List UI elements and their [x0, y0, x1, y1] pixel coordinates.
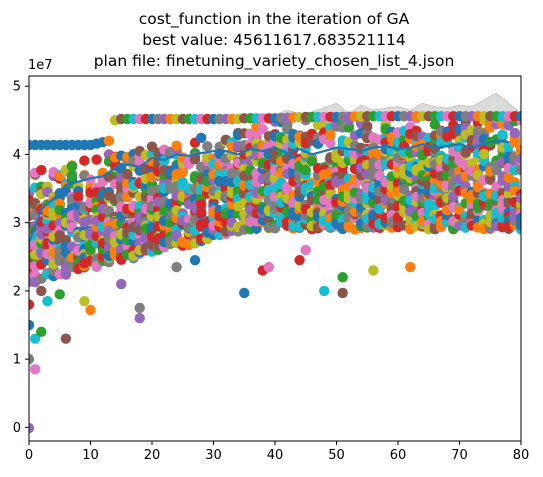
x-tick-label: 80: [513, 448, 530, 463]
chart-title-line-1: cost_function in the iteration of GA: [139, 10, 410, 29]
population-point: [325, 129, 336, 140]
population-point: [478, 148, 490, 160]
outlier-point: [171, 261, 182, 273]
outlier-point: [79, 295, 90, 307]
x-tick-label: 10: [82, 448, 99, 463]
outlier-point: [368, 265, 379, 276]
outlier-point: [29, 333, 41, 344]
y-tick-label: 2: [13, 284, 21, 299]
y-tick-label: 0: [13, 421, 21, 436]
population-point: [515, 144, 521, 155]
outlier-point: [189, 255, 201, 266]
outlier-point: [337, 272, 348, 283]
population-point: [177, 166, 188, 178]
best-point: [515, 111, 521, 122]
outlier-point: [134, 312, 145, 324]
population-point: [66, 171, 78, 182]
population-point: [196, 132, 207, 144]
best-point: [103, 135, 115, 147]
y-tick-label: 1: [13, 353, 21, 368]
outlier-point: [29, 422, 35, 434]
outlier-point: [319, 285, 330, 297]
outlier-point: [29, 319, 35, 331]
outlier-point: [337, 287, 348, 299]
x-tick-label: 60: [390, 448, 407, 463]
outlier-point: [29, 299, 35, 310]
x-tick-label: 70: [451, 448, 468, 463]
population-point: [491, 164, 502, 176]
population-point: [398, 183, 410, 195]
population-point: [515, 153, 521, 164]
population-point: [79, 155, 90, 166]
chart-title-line-3: plan file: finetuning_variety_chosen_lis…: [94, 52, 455, 71]
outlier-point: [36, 285, 47, 297]
population-point: [73, 191, 84, 202]
x-tick-label: 20: [144, 448, 161, 463]
population-point: [485, 174, 496, 185]
x-tick-label: 0: [25, 448, 33, 463]
population-point: [509, 137, 521, 148]
chart-title-line-2: best value: 45611617.683521114: [142, 31, 406, 49]
y-tick-label: 5: [13, 80, 21, 95]
population-point: [325, 137, 336, 149]
outlier-point: [29, 353, 35, 365]
outlier-point: [29, 364, 41, 375]
y-offset-label: 1e7: [28, 58, 53, 73]
y-tick-label: 4: [13, 148, 21, 163]
population-point: [257, 123, 268, 135]
mean-line: [29, 139, 509, 244]
population-point: [515, 220, 521, 231]
outlier-point: [134, 302, 145, 314]
population-point: [515, 212, 521, 224]
outlier-point: [85, 304, 96, 316]
x-tick-label: 50: [328, 448, 345, 463]
population-point: [91, 154, 102, 165]
population-point: [300, 164, 311, 176]
population-point: [515, 164, 521, 176]
population-point: [66, 161, 78, 172]
population-point: [189, 154, 201, 165]
best-points: [29, 111, 521, 151]
plot-marks: [29, 92, 521, 434]
outlier-point: [239, 287, 250, 299]
x-tick-label: 40: [267, 448, 284, 463]
population-point: [122, 168, 133, 180]
y-tick-label: 3: [13, 216, 21, 231]
outlier-point: [294, 255, 305, 266]
population-point: [251, 223, 262, 234]
outlier-point: [263, 261, 275, 273]
outlier-point: [405, 261, 416, 273]
outlier-point: [300, 244, 311, 256]
population-point: [171, 140, 182, 151]
axes: 0 10 20 30 40 50 60 70 80 0 1 2 3 4 5: [13, 75, 530, 463]
outlier-point: [54, 289, 65, 300]
population-point: [196, 207, 207, 218]
population-point: [515, 193, 521, 204]
outlier-point: [36, 326, 47, 338]
x-tick-label: 30: [205, 448, 222, 463]
population-point: [306, 156, 318, 167]
outlier-point: [42, 295, 53, 307]
population-point: [497, 129, 508, 140]
population-point: [36, 164, 47, 176]
population-point: [343, 122, 354, 133]
population-point: [509, 127, 521, 139]
population-point: [202, 141, 213, 152]
plot-area: [29, 92, 521, 434]
outlier-points: [29, 244, 416, 434]
population-point: [362, 120, 373, 132]
outlier-point: [60, 333, 72, 344]
outlier-point: [116, 278, 127, 290]
population-point: [196, 199, 207, 210]
